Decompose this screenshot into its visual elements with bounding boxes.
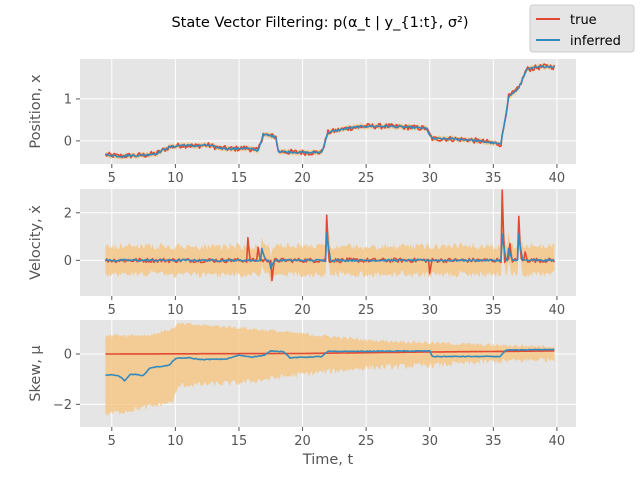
x-tick-label: 40: [549, 303, 566, 318]
panel-1: 5 10 15 20 25 30 35 40 0 1 Position, x: [28, 59, 576, 186]
x-tick-label: 25: [358, 434, 375, 449]
y-tick-label: 1: [64, 92, 72, 107]
x-tick-label: 35: [485, 434, 502, 449]
y-tick-label: 2: [64, 206, 72, 221]
x-tick-label: 40: [549, 171, 566, 186]
legend-label-true: true: [570, 13, 597, 28]
plot-series: [104, 63, 556, 160]
x-tick-label: 25: [358, 171, 375, 186]
legend-label-inferred: inferred: [570, 34, 621, 49]
y-axis-label: Position, x: [28, 74, 44, 149]
x-tick-label: 20: [294, 303, 311, 318]
series-true-line: [104, 63, 556, 159]
plot-series: [104, 189, 556, 285]
x-tick-label: 30: [421, 303, 438, 318]
x-tick-label: 15: [231, 434, 248, 449]
panel-2: 5 10 15 20 25 30 35 40 0 2 Velocity, ẋ: [28, 189, 576, 318]
y-tick-label: 0: [64, 254, 72, 269]
x-tick-label: 25: [358, 303, 375, 318]
x-tick-label: 20: [294, 171, 311, 186]
y-tick-label: 0: [64, 347, 72, 362]
chart-title: State Vector Filtering: p(α_t | y_{1:t},…: [171, 15, 468, 31]
plot-area: [80, 59, 576, 164]
x-tick-label: 35: [485, 171, 502, 186]
x-tick-label: 30: [421, 434, 438, 449]
y-tick-label: −2: [53, 398, 72, 413]
x-tick-label: 35: [485, 303, 502, 318]
legend: true inferred: [529, 4, 635, 53]
x-tick-label: 20: [294, 434, 311, 449]
x-tick-label: 5: [108, 434, 116, 449]
x-tick-label: 10: [167, 434, 184, 449]
series-true-line: [105, 350, 555, 355]
x-tick-label: 10: [167, 303, 184, 318]
y-axis-label: Velocity, ẋ: [28, 205, 44, 280]
x-tick-label: 15: [231, 303, 248, 318]
uncertainty-band: [105, 322, 555, 417]
x-tick-label: 15: [231, 171, 248, 186]
x-axis-label: Time, t: [302, 452, 354, 468]
x-tick-label: 30: [421, 171, 438, 186]
x-tick-label: 10: [167, 171, 184, 186]
x-tick-label: 5: [108, 303, 116, 318]
y-axis-label: Skew, μ: [28, 345, 44, 401]
x-tick-label: 5: [108, 171, 116, 186]
panel-3: 5 10 15 20 25 30 35 40 −2 0 Skew, μ Time, t: [28, 320, 576, 468]
x-tick-label: 40: [549, 434, 566, 449]
series-inferred-line: [105, 348, 555, 382]
y-tick-label: 0: [64, 134, 72, 149]
series-inferred-line: [105, 232, 555, 270]
series-inferred-line: [104, 65, 555, 158]
plot-series: [105, 322, 555, 417]
